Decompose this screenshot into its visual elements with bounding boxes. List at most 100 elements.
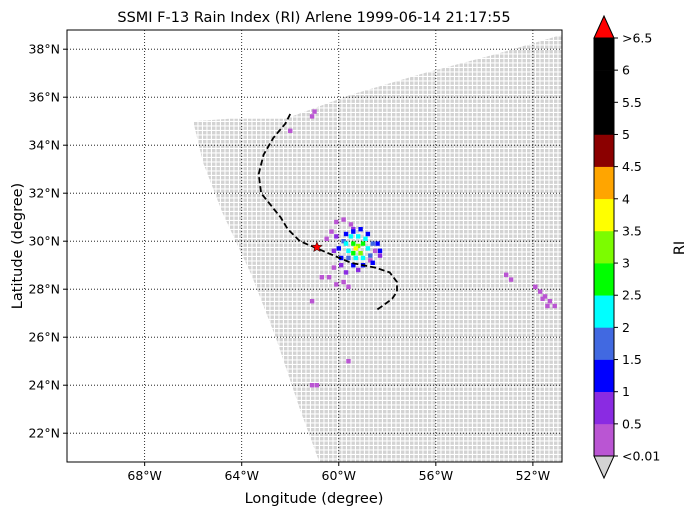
rain-point <box>346 255 351 261</box>
colorbar-tick-label: 2.5 <box>622 288 642 303</box>
satellite-swath <box>193 34 562 462</box>
plot-frame <box>66 29 563 463</box>
colorbar-tick-label: 3.5 <box>622 223 642 238</box>
colorbar-bin <box>594 198 614 232</box>
y-tick-label: 24°N <box>28 378 60 393</box>
colorbar-label: RI <box>672 241 688 255</box>
grid-layer <box>67 30 562 462</box>
colorbar-bin <box>594 295 614 328</box>
rain-point <box>358 251 363 256</box>
colorbar-tick-label: 4.5 <box>622 159 642 174</box>
rain-point <box>326 275 332 280</box>
colorbar-tick-label: 5.5 <box>622 95 642 110</box>
colorbar-tick-label: 1.5 <box>622 352 642 367</box>
x-tick-label: 52°W <box>516 468 551 483</box>
colorbar-bin <box>594 263 614 296</box>
colorbar-bin <box>594 38 614 71</box>
colorbar-bin <box>594 391 614 425</box>
y-tick-label: 34°N <box>28 138 60 153</box>
colorbar-tick-label: 6 <box>622 63 630 78</box>
colorbar-tick-label: 2 <box>622 320 630 335</box>
rain-point <box>331 248 337 253</box>
colorbar-tick-label: >6.5 <box>622 31 652 46</box>
rain-point <box>346 284 351 289</box>
rain-point <box>334 234 339 239</box>
colorbar-tick-label: 4 <box>622 191 630 206</box>
y-tick-label: 28°N <box>28 282 60 297</box>
rain-point <box>355 234 361 239</box>
rain-point <box>312 109 317 114</box>
colorbar-bin <box>594 134 614 167</box>
x-tick-label: 56°W <box>419 468 454 483</box>
y-tick-label: 30°N <box>28 234 60 249</box>
rain-point <box>360 255 366 261</box>
rain-point <box>377 253 383 258</box>
rain-point <box>360 241 366 246</box>
x-tick-label: 64°W <box>224 468 259 483</box>
rain-point <box>533 284 538 289</box>
x-axis: 68°W 64°W 60°W 56°W 52°W <box>127 462 550 483</box>
rain-point <box>508 277 514 282</box>
rain-point <box>343 231 349 237</box>
x-axis-label: Longitude (degree) <box>245 491 384 507</box>
colorbar-tick-label: 3 <box>622 256 630 271</box>
rain-point <box>324 236 329 241</box>
rain-point <box>343 241 349 246</box>
rain-point <box>542 294 548 299</box>
rain-point <box>375 241 380 246</box>
rain-point <box>351 251 356 256</box>
rain-point <box>288 128 293 133</box>
y-tick-label: 36°N <box>28 90 60 105</box>
rain-point <box>377 248 383 253</box>
rain-point <box>503 272 509 277</box>
rain-point <box>372 248 378 253</box>
colorbar-frame <box>593 37 615 457</box>
rain-point <box>309 114 315 119</box>
rain-point <box>365 246 371 251</box>
rain-point <box>353 255 358 261</box>
rain-point <box>309 383 315 388</box>
rain-point <box>353 246 358 251</box>
x-tick-label: 68°W <box>127 468 162 483</box>
rain-point <box>351 229 356 234</box>
x-tick-label: 60°W <box>322 468 357 483</box>
colorbar-upper-extension <box>593 14 615 39</box>
storm-center-star <box>311 240 323 253</box>
storm-track-line <box>257 113 398 312</box>
swath-layer <box>193 34 562 462</box>
rain-point <box>358 227 363 232</box>
rain-point <box>343 270 349 275</box>
rain-point <box>540 296 545 301</box>
colorbar-bin <box>594 423 614 457</box>
rain-layer <box>288 109 557 388</box>
rain-point <box>348 222 354 227</box>
rain-point <box>351 241 356 246</box>
colorbar-tick-label: 5 <box>622 127 630 142</box>
rain-point <box>351 263 356 268</box>
rain-point <box>351 227 356 232</box>
rain-point <box>341 239 346 244</box>
y-axis: 22°N 24°N 26°N 28°N 30°N 32°N 34°N 36°N 38°N <box>28 42 67 441</box>
colorbar-bin <box>594 327 614 360</box>
rain-point <box>338 263 344 268</box>
rain-point <box>341 279 346 285</box>
rain-point <box>363 236 368 241</box>
y-tick-label: 22°N <box>28 426 60 441</box>
rain-point <box>329 229 334 234</box>
rain-point <box>336 246 341 251</box>
colorbar-tick-label: 0.5 <box>622 416 642 431</box>
colorbar-bin <box>594 70 614 103</box>
rain-point <box>537 289 543 294</box>
rain-point <box>346 359 351 364</box>
rain-point <box>331 265 337 270</box>
rain-point <box>346 248 351 253</box>
y-tick-label: 32°N <box>28 186 60 201</box>
colorbar-bin <box>594 102 614 135</box>
y-tick-label: 26°N <box>28 330 60 345</box>
rain-point <box>365 231 371 237</box>
rain-point <box>368 258 373 263</box>
rain-point <box>348 234 354 239</box>
y-tick-label: 38°N <box>28 42 60 57</box>
rain-point <box>355 267 361 273</box>
